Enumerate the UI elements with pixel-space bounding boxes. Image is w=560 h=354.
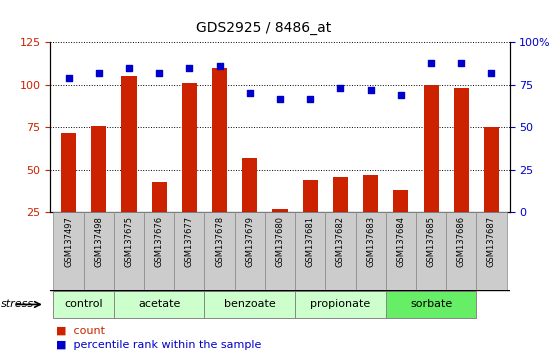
Text: ■  count: ■ count bbox=[56, 326, 105, 336]
Bar bbox=[204, 291, 295, 318]
Text: GSM137681: GSM137681 bbox=[306, 216, 315, 267]
Bar bbox=[91, 126, 106, 255]
Text: GSM137676: GSM137676 bbox=[155, 216, 164, 267]
Point bbox=[487, 70, 496, 76]
Bar bbox=[182, 83, 197, 255]
Text: propionate: propionate bbox=[310, 299, 371, 309]
Point bbox=[124, 65, 133, 71]
Text: GSM137498: GSM137498 bbox=[94, 216, 103, 267]
Bar bbox=[484, 127, 499, 255]
Text: GSM137684: GSM137684 bbox=[396, 216, 405, 267]
Bar bbox=[446, 212, 477, 290]
Point bbox=[457, 60, 466, 66]
Bar bbox=[53, 212, 83, 290]
Bar bbox=[302, 180, 318, 255]
Point bbox=[155, 70, 164, 76]
Bar bbox=[212, 68, 227, 255]
Bar bbox=[386, 212, 416, 290]
Point bbox=[396, 92, 405, 98]
Text: GSM137686: GSM137686 bbox=[457, 216, 466, 267]
Bar bbox=[114, 212, 144, 290]
Point bbox=[336, 86, 345, 91]
Text: control: control bbox=[64, 299, 103, 309]
Point bbox=[427, 60, 436, 66]
Point bbox=[94, 70, 103, 76]
Point bbox=[215, 63, 224, 69]
Bar bbox=[61, 132, 76, 255]
Bar bbox=[363, 175, 378, 255]
Point bbox=[276, 96, 284, 101]
Point bbox=[366, 87, 375, 93]
Text: GSM137677: GSM137677 bbox=[185, 216, 194, 267]
Text: benzoate: benzoate bbox=[224, 299, 276, 309]
Bar bbox=[265, 212, 295, 290]
Bar bbox=[325, 212, 356, 290]
Text: acetate: acetate bbox=[138, 299, 180, 309]
Text: GSM137678: GSM137678 bbox=[215, 216, 224, 267]
Text: GSM137679: GSM137679 bbox=[245, 216, 254, 267]
Bar bbox=[477, 212, 507, 290]
Bar bbox=[114, 291, 204, 318]
Text: GDS2925 / 8486_at: GDS2925 / 8486_at bbox=[195, 21, 331, 35]
Bar bbox=[235, 212, 265, 290]
Bar bbox=[416, 212, 446, 290]
Bar bbox=[144, 212, 174, 290]
Bar bbox=[122, 76, 137, 255]
Bar bbox=[295, 212, 325, 290]
Bar bbox=[393, 190, 408, 255]
Bar bbox=[386, 291, 477, 318]
Bar bbox=[242, 158, 258, 255]
Text: GSM137682: GSM137682 bbox=[336, 216, 345, 267]
Bar bbox=[356, 212, 386, 290]
Point bbox=[185, 65, 194, 71]
Bar bbox=[53, 291, 114, 318]
Bar bbox=[454, 88, 469, 255]
Text: ■  percentile rank within the sample: ■ percentile rank within the sample bbox=[56, 340, 262, 350]
Bar bbox=[295, 291, 386, 318]
Text: GSM137687: GSM137687 bbox=[487, 216, 496, 267]
Text: GSM137497: GSM137497 bbox=[64, 216, 73, 267]
Bar bbox=[423, 85, 438, 255]
Text: GSM137683: GSM137683 bbox=[366, 216, 375, 267]
Bar bbox=[174, 212, 204, 290]
Bar bbox=[273, 209, 287, 255]
Text: GSM137685: GSM137685 bbox=[427, 216, 436, 267]
Point bbox=[306, 96, 315, 101]
Bar bbox=[204, 212, 235, 290]
Point bbox=[64, 75, 73, 81]
Text: sorbate: sorbate bbox=[410, 299, 452, 309]
Text: GSM137675: GSM137675 bbox=[124, 216, 133, 267]
Bar bbox=[333, 177, 348, 255]
Point bbox=[245, 91, 254, 96]
Bar bbox=[152, 182, 167, 255]
Bar bbox=[83, 212, 114, 290]
Text: GSM137680: GSM137680 bbox=[276, 216, 284, 267]
Text: stress: stress bbox=[1, 299, 34, 309]
